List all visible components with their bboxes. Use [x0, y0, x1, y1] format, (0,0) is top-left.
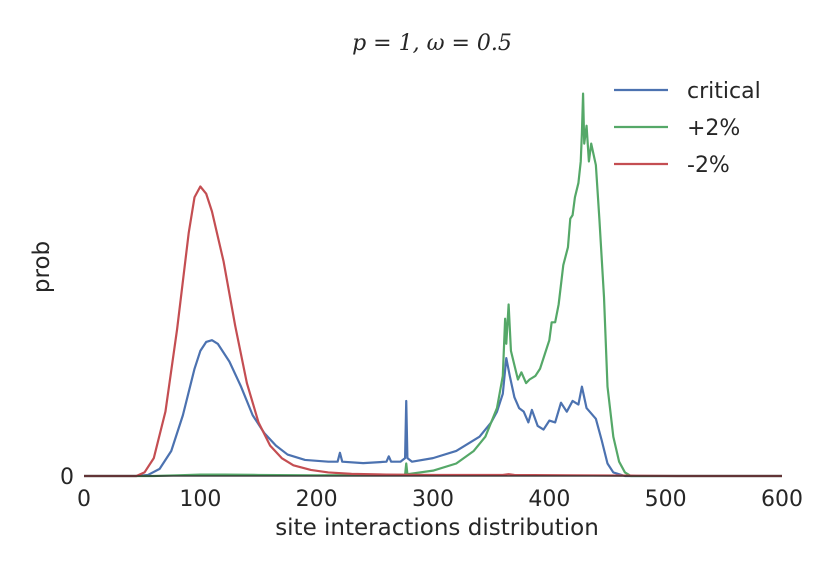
legend: critical +2% -2% [614, 79, 761, 178]
legend-label: critical [687, 79, 761, 104]
x-tick-label: 200 [296, 487, 338, 512]
legend-label: -2% [687, 153, 730, 178]
x-tick-label: 0 [77, 487, 91, 512]
series-line-2 [84, 92, 782, 478]
x-tick-label: 300 [412, 487, 454, 512]
y-axis-label: prob [29, 241, 55, 293]
plot-lines [84, 92, 782, 478]
chart-title: p = 1, ω = 0.5 [352, 31, 512, 56]
x-tick-label: 100 [179, 487, 221, 512]
x-tick-labels: 0 100 200 300 400 500 600 [77, 487, 803, 512]
legend-label: +2% [687, 116, 740, 141]
y-tick-label: 0 [60, 465, 74, 490]
x-axis-label: site interactions distribution [275, 515, 599, 541]
y-tick-labels: 0 [60, 465, 74, 490]
x-tick-label: 600 [761, 487, 803, 512]
x-tick-label: 500 [645, 487, 687, 512]
series-line-1 [84, 339, 782, 478]
x-tick-label: 400 [528, 487, 570, 512]
series-line-3 [84, 185, 782, 478]
